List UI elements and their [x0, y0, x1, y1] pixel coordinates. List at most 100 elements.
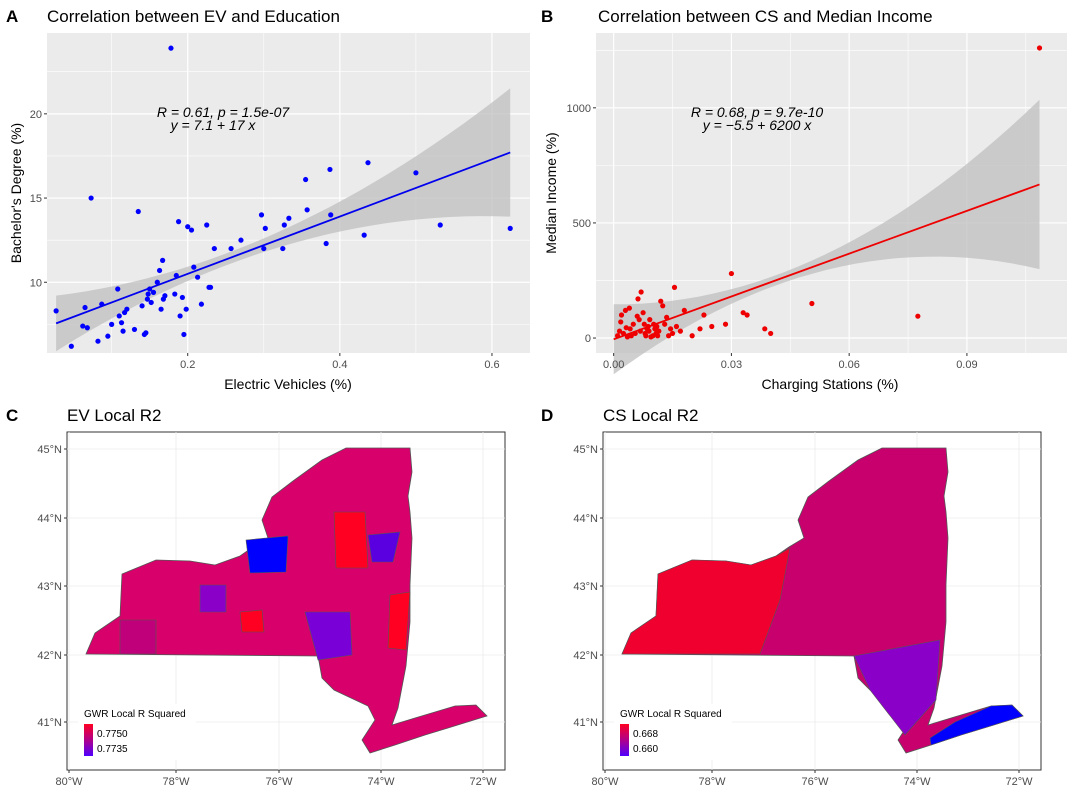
y-tick-label: 20 — [30, 109, 42, 121]
x-tick-label: 0.03 — [721, 359, 742, 371]
y-axis-label-a: Bachelor's Degree (%) — [8, 123, 24, 263]
data-point — [671, 284, 678, 290]
map-y-tick-label: 44°N — [573, 513, 598, 525]
county-region-violet-c — [304, 611, 353, 661]
data-point — [323, 240, 329, 247]
chart-title-a: Correlation between EV and Education — [47, 7, 340, 26]
data-point — [638, 289, 644, 295]
data-point — [228, 245, 234, 252]
data-point — [744, 312, 750, 318]
panel-label-b: B — [541, 7, 553, 26]
data-point — [809, 300, 815, 307]
confidence-band-a — [56, 88, 511, 352]
data-point — [618, 319, 624, 325]
data-point — [183, 306, 189, 312]
points-a — [53, 45, 513, 349]
data-point — [148, 299, 154, 306]
data-point — [175, 219, 182, 225]
x-tick-label: 0.09 — [956, 359, 977, 371]
data-point — [662, 321, 668, 327]
data-point — [658, 298, 664, 304]
data-point — [728, 270, 735, 277]
map-d — [621, 447, 1024, 754]
county-region-small-c — [199, 584, 227, 613]
chart-title-d: CS Local R2 — [603, 406, 698, 425]
data-point — [709, 323, 715, 330]
y-tick-label: 1000 — [567, 103, 591, 115]
data-point — [365, 160, 371, 166]
data-point — [697, 326, 703, 332]
data-point — [116, 313, 122, 319]
county-region-small-red-c — [239, 609, 265, 633]
data-point — [160, 257, 166, 263]
map-ticks-c: 80°W 78°W 76°W 74°W 72°W 45°N 44°N 43°N 42°N 41°N — [37, 444, 497, 788]
data-point — [211, 245, 217, 252]
data-point — [413, 170, 419, 176]
data-point — [654, 323, 660, 330]
y-tick-label: 15 — [30, 193, 42, 205]
data-point — [616, 328, 623, 334]
data-point — [135, 208, 141, 215]
data-point — [179, 294, 185, 301]
data-point — [507, 225, 513, 231]
data-point — [191, 264, 197, 270]
data-point — [115, 286, 121, 292]
panel-d: D CS Local R2 80°W 78°W 76°W 74°W 72°W 45°N 44… — [541, 406, 1042, 788]
legend-value-high-d: 0.668 — [633, 729, 658, 740]
y-axis-label-b: Median Income (%) — [543, 132, 559, 253]
county-region-southeast-d — [853, 639, 941, 736]
data-point — [156, 267, 163, 274]
data-point — [143, 330, 149, 336]
data-point — [82, 304, 88, 311]
map-y-tick-label: 41°N — [573, 717, 598, 729]
data-point — [630, 321, 636, 327]
map-x-tick-label: 72°W — [1005, 776, 1033, 788]
data-point — [238, 237, 244, 243]
data-point — [762, 326, 768, 332]
data-point — [660, 303, 666, 309]
data-point — [80, 323, 86, 329]
data-point — [618, 312, 625, 318]
regression-line-b — [613, 183, 1040, 341]
data-point — [84, 325, 90, 331]
map-y-tick-label: 45°N — [573, 444, 598, 456]
data-point — [124, 306, 130, 312]
data-point — [626, 305, 632, 311]
regression-line-a — [55, 151, 511, 325]
data-point — [154, 279, 160, 285]
data-point — [286, 215, 292, 221]
legend-value-high-c: 0.7750 — [97, 729, 128, 740]
data-point — [643, 333, 649, 339]
data-point — [258, 212, 265, 218]
data-point — [740, 310, 746, 316]
data-point — [281, 222, 287, 228]
x-tick-label: 0.2 — [180, 359, 195, 371]
data-point — [150, 289, 157, 295]
annotation-equation-a: y = 7.1 + 17 x — [170, 117, 257, 133]
data-point — [139, 303, 145, 309]
legend-colorbar-c — [84, 724, 93, 756]
legend-value-low-c: 0.7735 — [97, 744, 128, 755]
y-tick-label: 500 — [573, 218, 591, 230]
chart-title-b: Correlation between CS and Median Income — [598, 7, 933, 26]
data-point — [622, 307, 629, 314]
ticks-b: 0.00 0.03 0.06 0.09 0 500 1000 — [567, 103, 978, 371]
county-region-west-d — [621, 547, 791, 655]
y-tick-label: 0 — [585, 333, 591, 345]
legend-value-low-d: 0.660 — [633, 744, 658, 755]
map-y-tick-label: 42°N — [573, 650, 598, 662]
county-region-east-red-c — [387, 591, 411, 651]
data-point — [162, 293, 168, 299]
map-x-tick-label: 80°W — [591, 776, 619, 788]
x-tick-label: 0.6 — [484, 359, 499, 371]
data-point — [628, 333, 634, 339]
data-point — [280, 245, 286, 252]
data-point — [673, 323, 680, 330]
data-point — [172, 291, 178, 297]
long-island-region-d — [929, 704, 1024, 746]
map-x-tick-label: 80°W — [55, 776, 83, 788]
map-y-tick-label: 44°N — [37, 513, 62, 525]
x-tick-label: 0.06 — [838, 359, 859, 371]
data-point — [768, 330, 774, 337]
legend-box-c — [78, 704, 196, 760]
